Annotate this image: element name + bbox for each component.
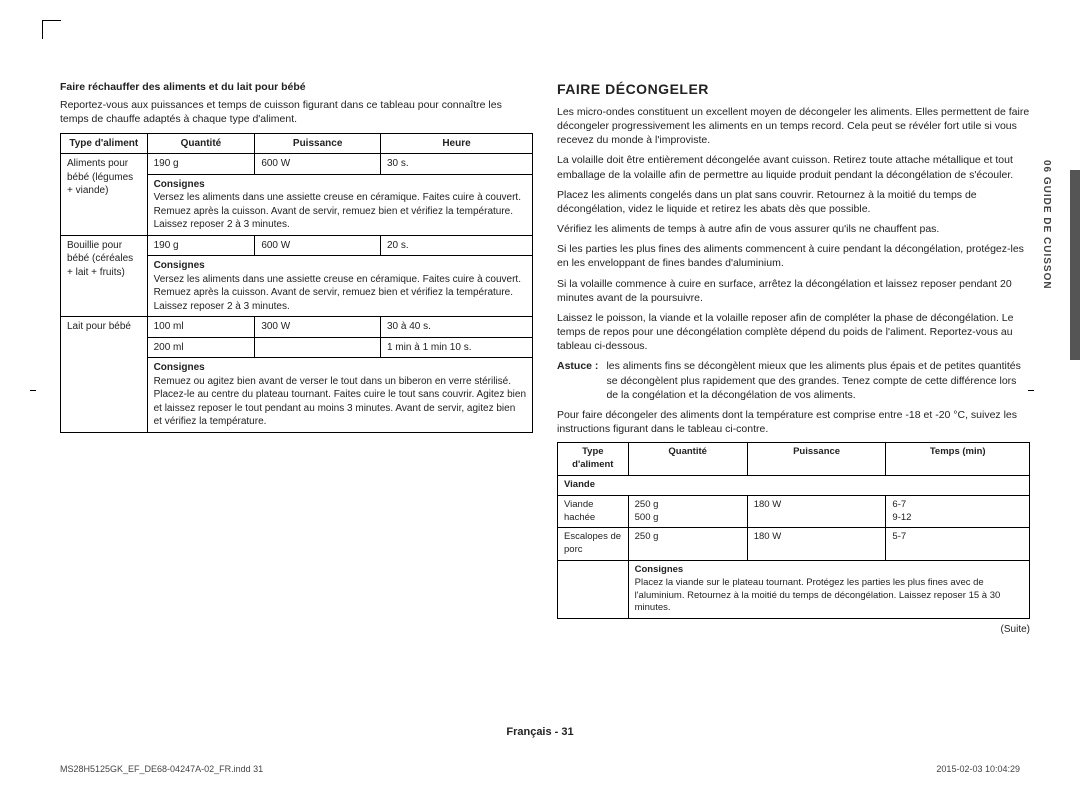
note-text: Remuez ou agitez bien avant de verser le…	[154, 376, 526, 428]
defrost-para: Laissez le poisson, la viande et la vola…	[557, 311, 1030, 354]
defrost-para: Si les parties les plus fines des alimen…	[557, 242, 1030, 270]
food-note: Consignes Versez les aliments dans une a…	[147, 174, 532, 235]
defrost-para: Si la volaille commence à cuire en surfa…	[557, 277, 1030, 305]
defrost-para: Vérifiez les aliments de temps à autre a…	[557, 222, 1030, 236]
right-column: FAIRE DÉCONGELER Les micro-ondes constit…	[557, 80, 1030, 637]
crop-tick	[30, 390, 36, 391]
food-type: Aliments pour bébé (légumes + viande)	[61, 154, 148, 236]
defrost-para: Les micro-ondes constituent un excellent…	[557, 105, 1030, 148]
food-type: Lait pour bébé	[61, 317, 148, 433]
note-text: Versez les aliments dans une assiette cr…	[154, 274, 521, 312]
col-header: Temps (min)	[886, 443, 1030, 476]
defrost-para: Placez les aliments congelés dans un pla…	[557, 188, 1030, 216]
crop-tick	[1028, 390, 1034, 391]
col-header: Puissance	[255, 133, 381, 154]
consignes-label: Consignes	[154, 260, 205, 271]
food-note: Consignes Placez la viande sur le platea…	[628, 561, 1029, 619]
food-power: 300 W	[255, 317, 381, 338]
continued-label: (Suite)	[557, 623, 1030, 637]
food-power: 180 W	[747, 495, 886, 528]
food-power: 600 W	[255, 235, 381, 256]
empty-cell	[558, 561, 629, 619]
after-tip: Pour faire décongeler des aliments dont …	[557, 408, 1030, 436]
food-time: 30 à 40 s.	[381, 317, 533, 338]
content-columns: Faire réchauffer des aliments et du lait…	[60, 80, 1030, 637]
col-header: Heure	[381, 133, 533, 154]
food-note: Consignes Versez les aliments dans une a…	[147, 256, 532, 317]
food-type: Viande hachée	[558, 495, 629, 528]
category-row: Viande	[558, 475, 1030, 495]
food-qty: 100 ml	[147, 317, 255, 338]
print-footer: MS28H5125GK_EF_DE68-04247A-02_FR.indd 31…	[60, 764, 1020, 774]
crop-mark	[42, 20, 61, 39]
col-header: Type d'aliment	[558, 443, 629, 476]
consignes-label: Consignes	[635, 564, 684, 575]
food-power	[255, 337, 381, 358]
col-header: Puissance	[747, 443, 886, 476]
section-tab: 06 GUIDE DE CUISSON	[1041, 160, 1052, 290]
page: 06 GUIDE DE CUISSON Faire réchauffer des…	[0, 0, 1080, 792]
tip-text: les aliments fins se décongèlent mieux q…	[606, 359, 1030, 402]
food-qty: 190 g	[147, 235, 255, 256]
food-qty: 200 ml	[147, 337, 255, 358]
food-time: 30 s.	[381, 154, 533, 175]
food-power: 180 W	[747, 528, 886, 561]
baby-food-intro: Reportez-vous aux puissances et temps de…	[60, 98, 533, 126]
tip-block: Astuce : les aliments fins se décongèlen…	[557, 359, 1030, 402]
defrost-table: Type d'aliment Quantité Puissance Temps …	[557, 442, 1030, 619]
print-file: MS28H5125GK_EF_DE68-04247A-02_FR.indd 31	[60, 764, 263, 774]
tip-label: Astuce :	[557, 359, 598, 402]
food-power: 600 W	[255, 154, 381, 175]
food-time: 20 s.	[381, 235, 533, 256]
col-header: Type d'aliment	[61, 133, 148, 154]
left-column: Faire réchauffer des aliments et du lait…	[60, 80, 533, 637]
baby-food-table: Type d'aliment Quantité Puissance Heure …	[60, 133, 533, 433]
food-note: Consignes Remuez ou agitez bien avant de…	[147, 358, 532, 433]
food-time: 5-7	[886, 528, 1030, 561]
defrost-title: FAIRE DÉCONGELER	[557, 80, 1030, 99]
food-qty: 250 g500 g	[628, 495, 747, 528]
food-qty: 250 g	[628, 528, 747, 561]
food-qty: 190 g	[147, 154, 255, 175]
note-text: Placez la viande sur le plateau tournant…	[635, 577, 1001, 614]
food-type: Escalopes de porc	[558, 528, 629, 561]
side-bar-decoration	[1070, 170, 1080, 360]
consignes-label: Consignes	[154, 179, 205, 190]
food-time: 1 min à 1 min 10 s.	[381, 337, 533, 358]
col-header: Quantité	[147, 133, 255, 154]
defrost-para: La volaille doit être entièrement décong…	[557, 153, 1030, 181]
print-date: 2015-02-03 10:04:29	[936, 764, 1020, 774]
baby-food-heading: Faire réchauffer des aliments et du lait…	[60, 80, 533, 94]
consignes-label: Consignes	[154, 362, 205, 373]
note-text: Versez les aliments dans une assiette cr…	[154, 192, 521, 230]
page-footer: Français - 31	[0, 726, 1080, 738]
col-header: Quantité	[628, 443, 747, 476]
food-time: 6-79-12	[886, 495, 1030, 528]
food-type: Bouillie pour bébé (céréales + lait + fr…	[61, 235, 148, 317]
